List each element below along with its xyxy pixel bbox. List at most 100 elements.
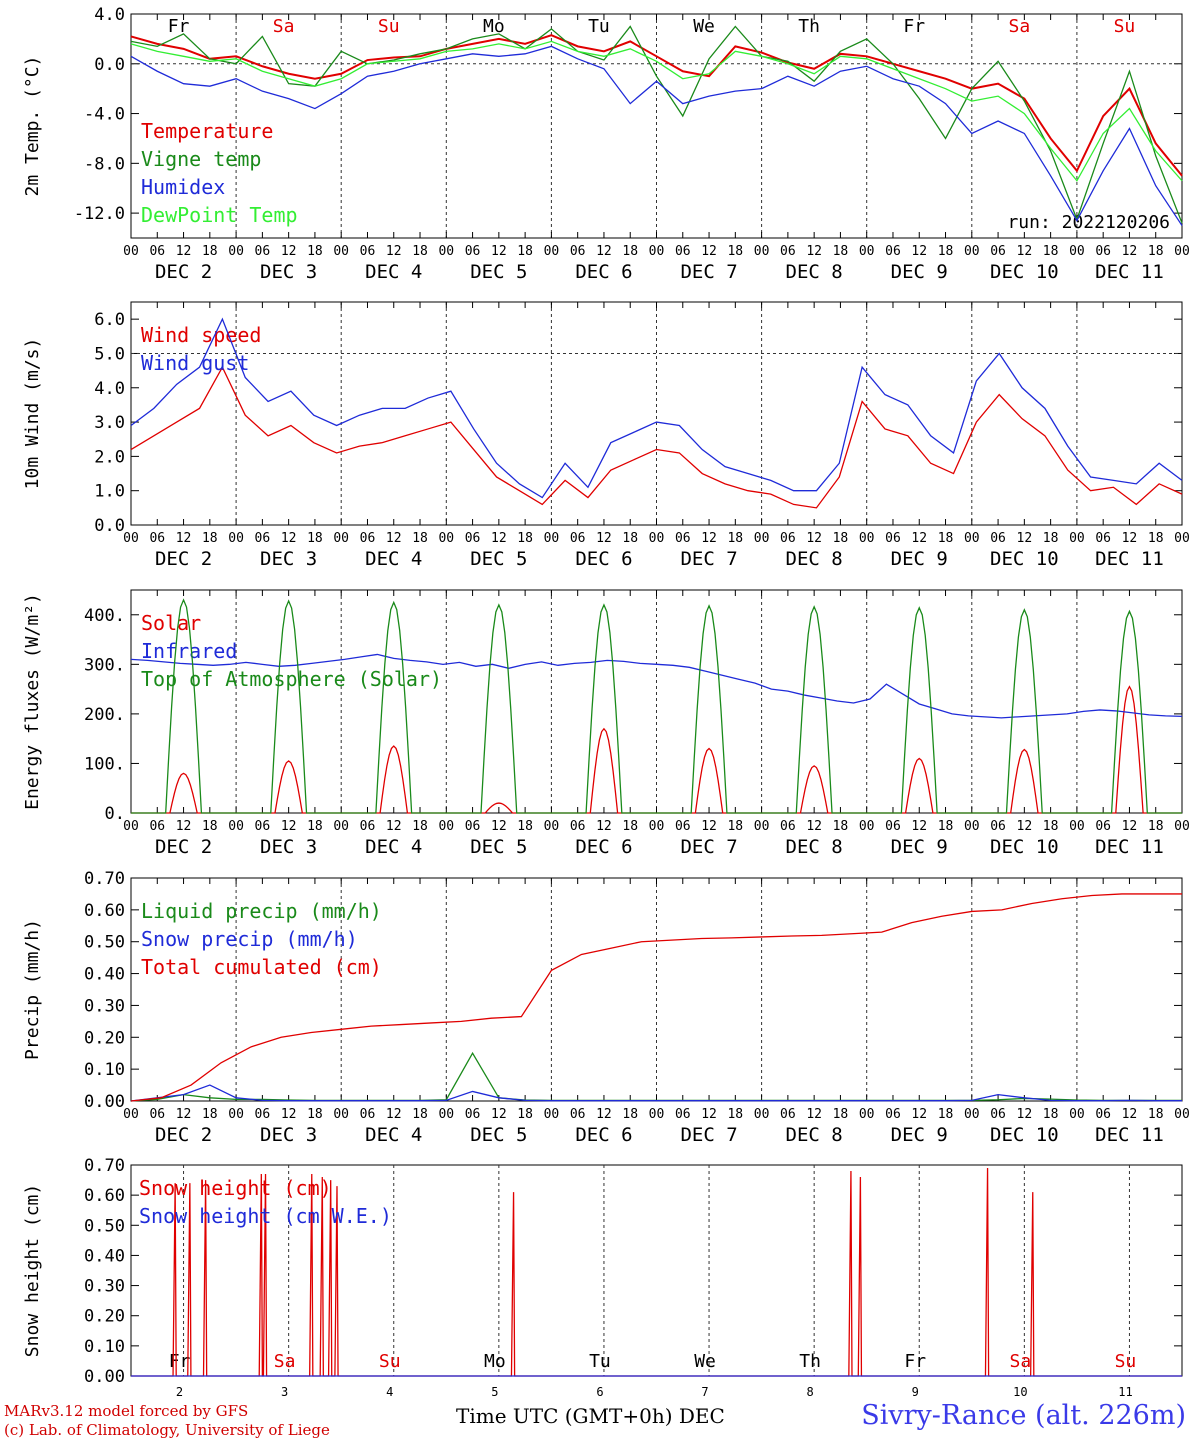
hour-tick-label: 06 (780, 244, 796, 259)
date-label: DEC 9 (891, 548, 948, 570)
hour-tick-label: 06 (990, 531, 1006, 546)
y-tick-label: 6.0 (94, 310, 125, 330)
date-label: DEC 2 (155, 1124, 212, 1146)
weekday-label: Mo (483, 16, 505, 37)
y-tick-label: 400. (84, 606, 125, 626)
hour-tick-label: 06 (675, 819, 691, 834)
hour-tick-label: 00 (544, 244, 560, 259)
hour-tick-label: 00 (1069, 244, 1085, 259)
hour-tick-label: 18 (727, 1107, 743, 1122)
date-label: DEC 7 (680, 548, 737, 570)
hour-tick-label: 06 (255, 1107, 271, 1122)
weekday-label: Sa (273, 16, 295, 37)
plot-frame (130, 301, 1183, 526)
hour-tick-label: 12 (1122, 531, 1138, 546)
y-tick-label: 5.0 (94, 344, 125, 364)
hour-tick-label: 06 (360, 244, 376, 259)
day-number-label: 3 (281, 1385, 288, 1399)
hour-tick-label: 12 (176, 1107, 192, 1122)
hour-tick-label: 06 (570, 531, 586, 546)
hour-tick-label: 00 (228, 531, 244, 546)
hour-tick-label: 06 (885, 244, 901, 259)
hour-tick-label: 12 (176, 531, 192, 546)
hour-tick-label: 18 (307, 531, 323, 546)
hour-tick-label: 06 (465, 1107, 481, 1122)
hour-tick-label: 12 (806, 531, 822, 546)
hour-tick-label: 00 (649, 244, 665, 259)
hour-tick-label: 18 (833, 1107, 849, 1122)
y-tick-label: 2.0 (94, 447, 125, 467)
weekday-label: We (693, 16, 715, 37)
hour-tick-label: 06 (465, 531, 481, 546)
hour-tick-label: 12 (806, 819, 822, 834)
date-label: DEC 10 (990, 261, 1059, 283)
hour-tick-label: 12 (1017, 531, 1033, 546)
date-label: DEC 5 (470, 261, 527, 283)
station-name: Sivry-Rance (alt. 226m) (861, 1400, 1186, 1431)
hour-tick-label: 06 (570, 244, 586, 259)
hour-tick-label: 00 (1069, 819, 1085, 834)
date-label: DEC 3 (260, 836, 317, 858)
day-number-label: 2 (176, 1385, 183, 1399)
date-label: DEC 6 (575, 261, 632, 283)
y-tick-label: 0.60 (84, 1186, 125, 1206)
y-tick-label: 0.40 (84, 1246, 125, 1266)
hour-tick-label: 12 (176, 819, 192, 834)
date-label: DEC 4 (365, 261, 422, 283)
weekday-label: Su (379, 1351, 401, 1372)
hour-tick-label: 00 (754, 531, 770, 546)
hour-tick-label: 00 (964, 244, 980, 259)
date-label: DEC 4 (365, 836, 422, 858)
hour-tick-label: 18 (833, 819, 849, 834)
y-tick-label: 0.0 (94, 516, 125, 536)
series-line (130, 1084, 1182, 1102)
date-label: DEC 10 (990, 548, 1059, 570)
date-label: DEC 10 (990, 836, 1059, 858)
date-label: DEC 6 (575, 548, 632, 570)
hour-tick-label: 00 (1069, 1107, 1085, 1122)
series-line (130, 25, 1183, 224)
hour-tick-label: 06 (1095, 244, 1111, 259)
hour-tick-label: 18 (307, 819, 323, 834)
y-tick-label: 0.10 (84, 1060, 125, 1080)
y-tick-label: 0.20 (84, 1307, 125, 1327)
weekday-label: Sa (1009, 16, 1031, 37)
hour-tick-label: 06 (570, 819, 586, 834)
legend-entry: Wind speed (141, 323, 261, 347)
date-label: DEC 11 (1095, 1124, 1164, 1146)
hour-tick-label: 06 (780, 1107, 796, 1122)
hour-tick-label: 12 (386, 819, 402, 834)
date-label: DEC 7 (680, 261, 737, 283)
date-label: DEC 6 (575, 836, 632, 858)
hour-tick-label: 00 (544, 819, 560, 834)
hour-tick-label: 18 (727, 244, 743, 259)
legend-entry: Snow height (cm W.E.) (139, 1204, 392, 1228)
date-label: DEC 3 (260, 261, 317, 283)
hour-tick-label: 12 (911, 1107, 927, 1122)
weekday-label: Fr (168, 16, 190, 37)
y-axis-label: Snow height (cm) (22, 1184, 43, 1357)
y-tick-label: 0.00 (84, 1092, 125, 1112)
y-axis-label: 2m Temp. (°C) (22, 56, 43, 197)
hour-tick-label: 18 (833, 531, 849, 546)
hour-tick-label: 18 (1148, 819, 1164, 834)
y-tick-label: 4.0 (94, 379, 125, 399)
date-label: DEC 11 (1095, 261, 1164, 283)
weekday-label: Fr (903, 16, 925, 37)
hour-tick-label: 00 (964, 1107, 980, 1122)
y-tick-label: 0.30 (84, 1277, 125, 1297)
date-label: DEC 3 (260, 1124, 317, 1146)
hour-tick-label: 18 (727, 531, 743, 546)
day-number-label: 6 (596, 1385, 603, 1399)
date-label: DEC 8 (786, 836, 843, 858)
weekday-label: Su (1115, 1351, 1137, 1372)
series-line (130, 653, 1183, 719)
hour-tick-label: 18 (307, 1107, 323, 1122)
plot-frame (130, 589, 1183, 814)
hour-tick-label: 12 (701, 1107, 717, 1122)
hour-tick-label: 06 (990, 819, 1006, 834)
date-label: DEC 4 (365, 548, 422, 570)
hour-tick-label: 00 (438, 531, 454, 546)
hour-tick-label: 12 (806, 244, 822, 259)
hour-tick-label: 12 (701, 819, 717, 834)
